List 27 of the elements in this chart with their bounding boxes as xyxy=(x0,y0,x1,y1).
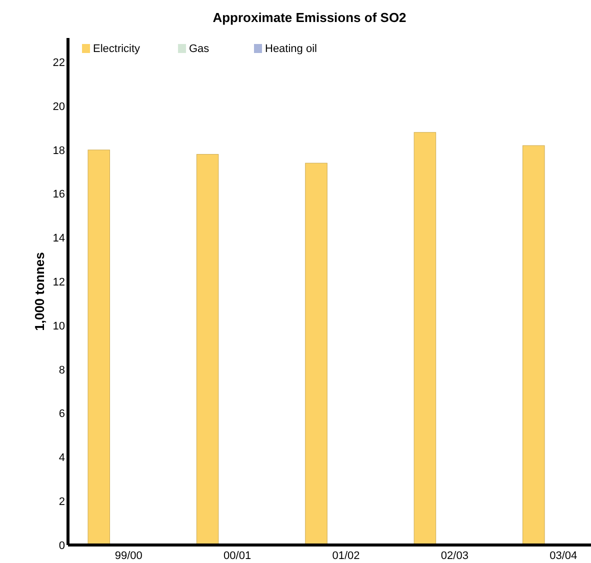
y-tick-label: 20 xyxy=(52,100,65,113)
bar xyxy=(196,154,219,546)
chart-title: Approximate Emissions of SO2 xyxy=(212,10,406,25)
legend-label: Electricity xyxy=(93,43,141,55)
y-tick-label: 10 xyxy=(52,320,65,332)
x-tick-label: 02/03 xyxy=(440,550,468,562)
y-tick-label: 2 xyxy=(58,496,65,508)
y-tick-label: 4 xyxy=(58,452,65,464)
y-tick-label: 18 xyxy=(52,144,65,157)
y-axis-title: 1,000 tonnes xyxy=(32,252,47,331)
bar xyxy=(305,162,328,546)
y-tick-label: 8 xyxy=(58,364,65,376)
bar xyxy=(522,145,545,546)
x-tick-label: 03/04 xyxy=(550,550,578,562)
x-tick-label: 99/00 xyxy=(114,550,142,562)
y-tick-label: 6 xyxy=(58,408,65,420)
y-tick-label: 16 xyxy=(52,188,65,201)
bar xyxy=(414,132,436,546)
y-tick-label: 0 xyxy=(58,540,65,552)
x-tick-label: 00/01 xyxy=(224,550,252,562)
legend-label: Heating oil xyxy=(265,43,317,55)
legend-label: Gas xyxy=(189,43,210,55)
x-tick-label: 01/02 xyxy=(332,550,360,562)
y-tick-label: 22 xyxy=(52,56,65,69)
y-tick-label: 14 xyxy=(52,232,65,245)
y-tick-label: 12 xyxy=(52,276,65,288)
bar xyxy=(88,150,110,546)
